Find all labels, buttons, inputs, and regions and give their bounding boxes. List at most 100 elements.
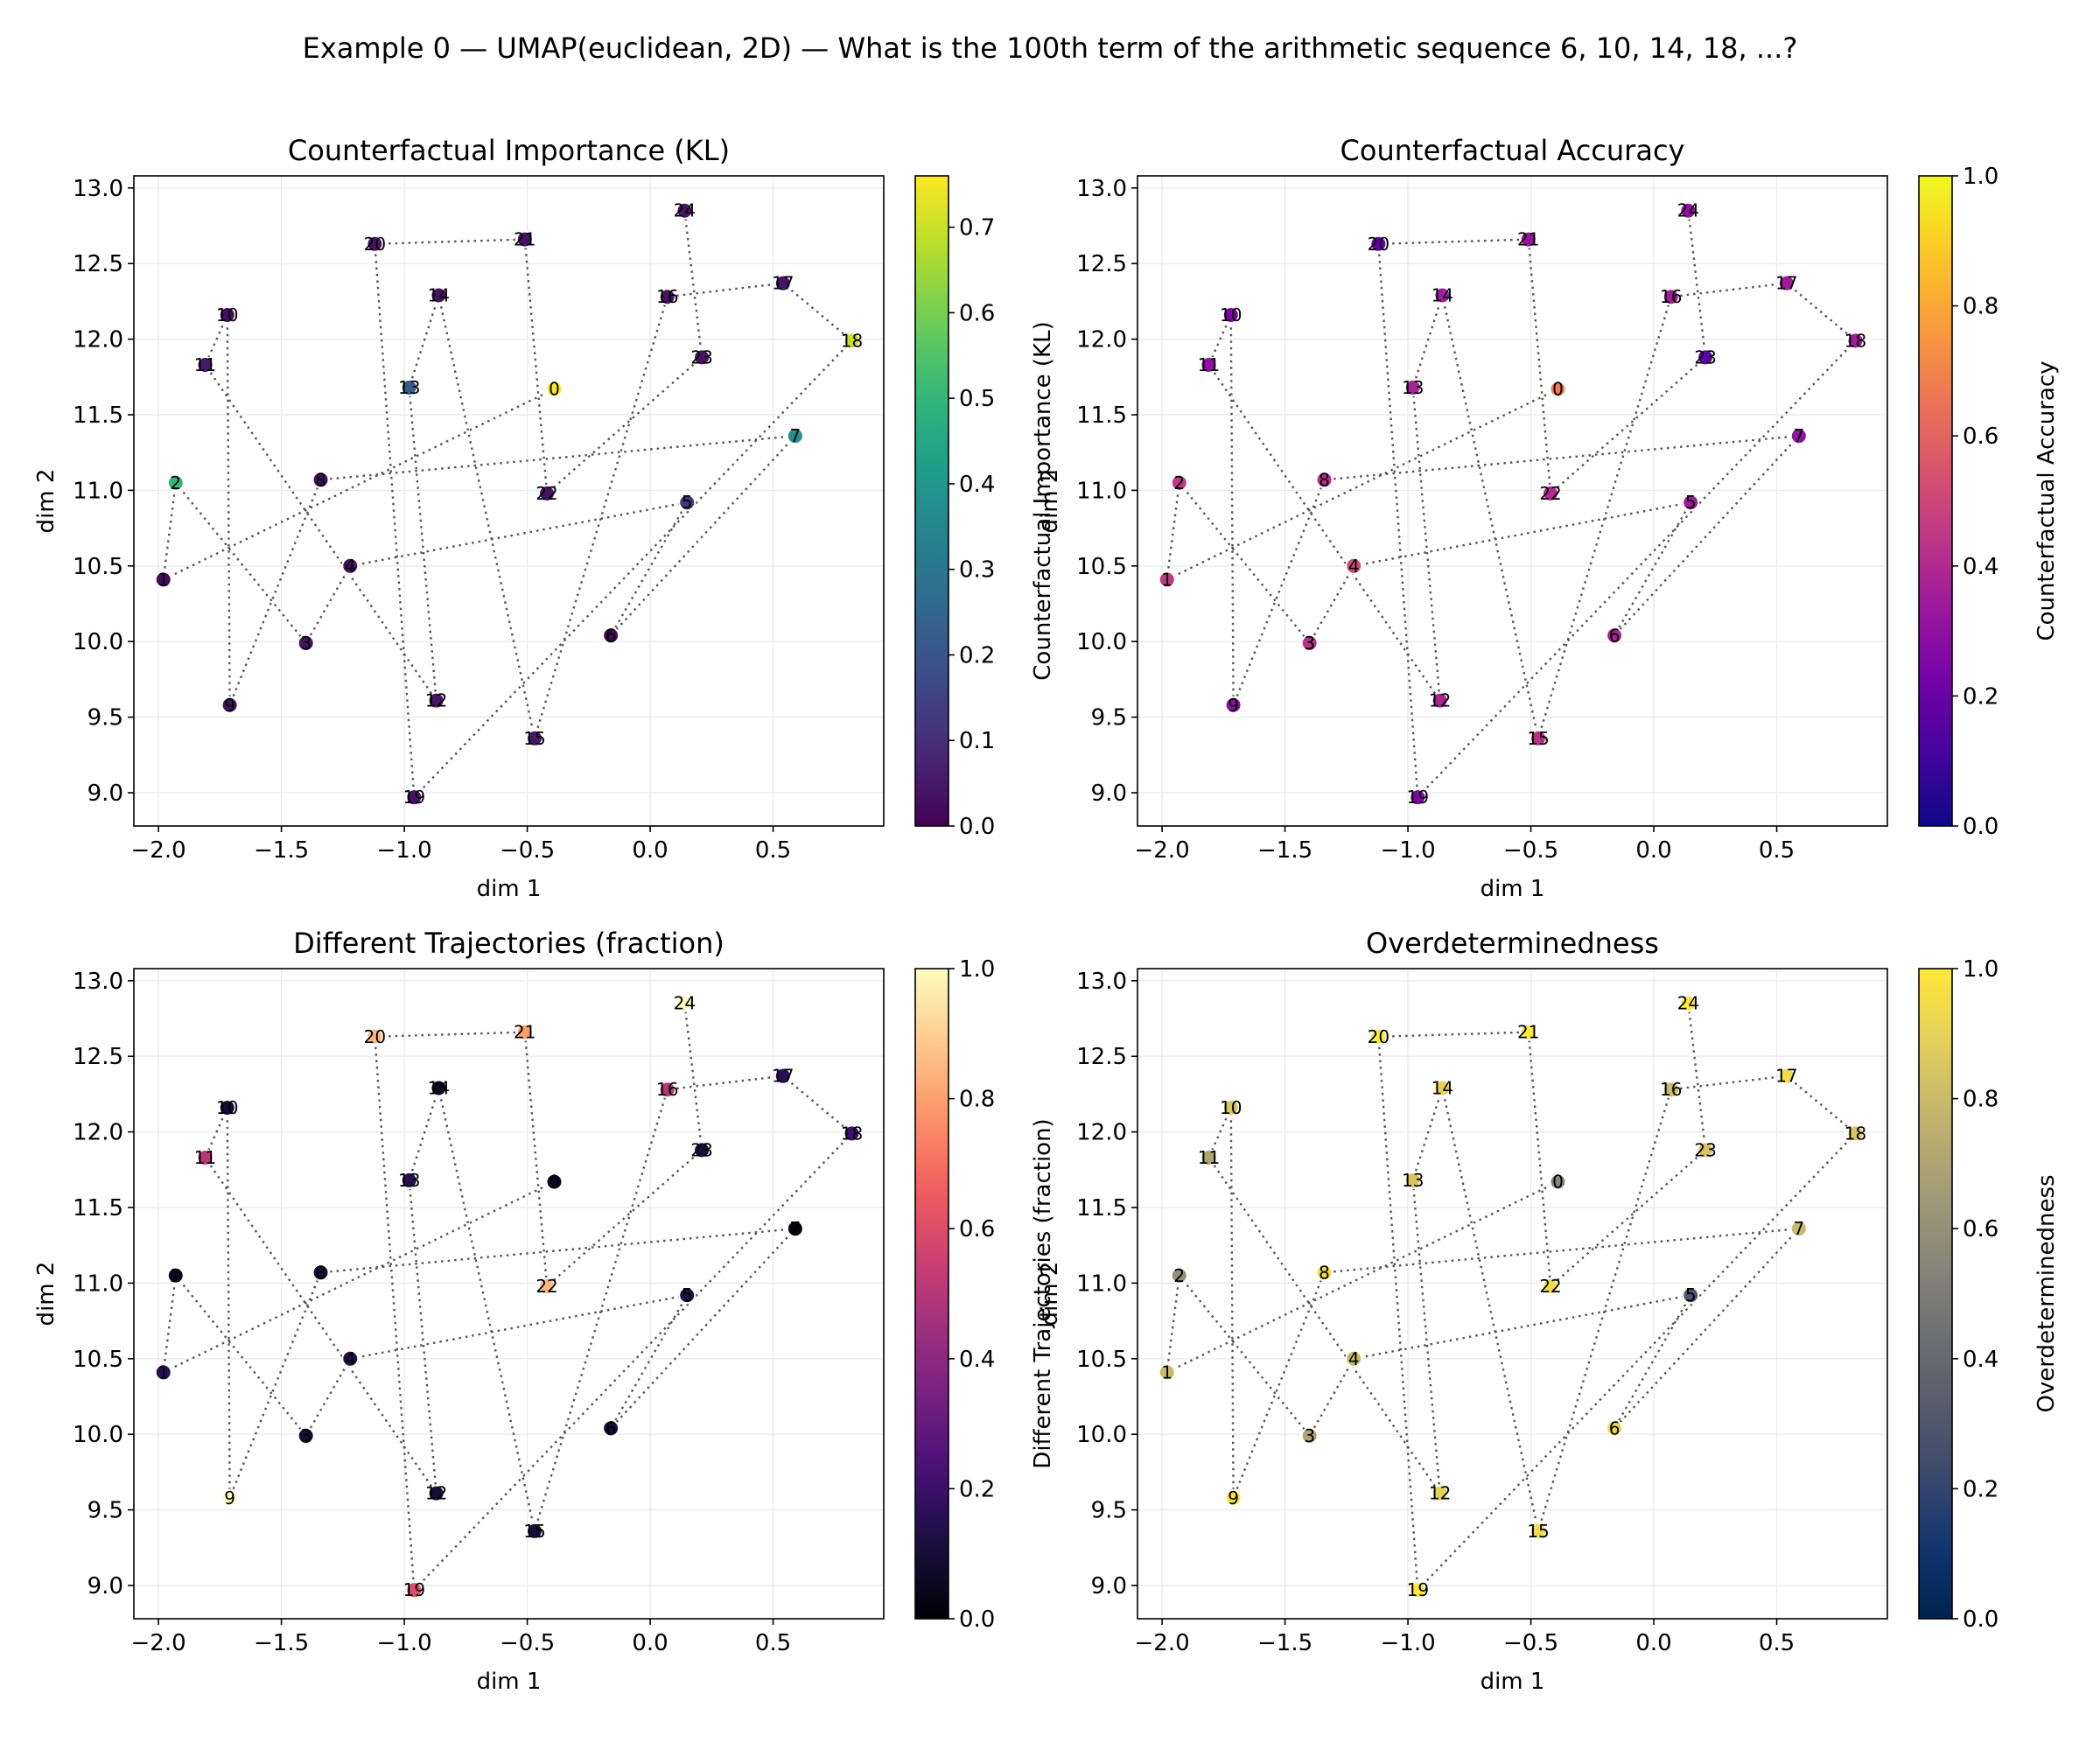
point-label-13: 13 <box>1402 1170 1424 1191</box>
point-11 <box>1200 355 1218 374</box>
x-tick-label: 0.0 <box>632 1630 668 1656</box>
colorbar-tick-label: 0.4 <box>959 1347 995 1373</box>
point-6 <box>1606 1419 1624 1438</box>
point-19 <box>405 788 424 807</box>
colorbar-tick-label: 0.6 <box>1963 1216 1998 1242</box>
colorbar-tick-label: 0.2 <box>1963 683 1998 710</box>
colorbar-tick-label: 0.3 <box>959 557 995 584</box>
point-17 <box>774 274 792 292</box>
colorbar <box>1919 176 1952 826</box>
point-20 <box>1369 234 1388 253</box>
x-tick-label: 0.5 <box>1759 837 1795 864</box>
point-21 <box>1519 230 1537 248</box>
colorbar-tick-label: 0.7 <box>959 215 995 242</box>
point-label-14: 14 <box>428 285 450 306</box>
x-tick-label: −0.5 <box>1503 1630 1558 1656</box>
point-label-3: 3 <box>1304 1425 1315 1446</box>
y-tick-label: 10.5 <box>73 1347 123 1373</box>
colorbar <box>1919 969 1952 1619</box>
point-8 <box>1315 1264 1334 1282</box>
x-tick-label: 0.5 <box>1759 1630 1795 1656</box>
point-13 <box>1404 1171 1422 1189</box>
point-label-12: 12 <box>1429 1483 1451 1504</box>
point-8 <box>312 471 330 489</box>
point-label-12: 12 <box>425 690 447 711</box>
point-9 <box>220 1488 239 1507</box>
colorbar-label: Counterfactual Accuracy <box>2034 360 2060 640</box>
x-tick-label: −2.0 <box>1135 837 1190 864</box>
point-0 <box>545 1172 564 1191</box>
point-label-6: 6 <box>1609 625 1620 646</box>
point-label-12: 12 <box>425 1483 447 1504</box>
point-label-2: 2 <box>170 472 181 494</box>
y-tick-label: 12.0 <box>73 1120 123 1146</box>
y-tick-label: 13.0 <box>1076 969 1127 995</box>
point-14 <box>1433 1079 1452 1097</box>
point-4 <box>341 556 360 575</box>
point-8 <box>312 1264 330 1282</box>
point-label-2: 2 <box>1173 1265 1185 1286</box>
point-label-6: 6 <box>606 1418 617 1438</box>
point-18 <box>843 332 861 350</box>
y-tick-label: 11.5 <box>73 402 123 429</box>
point-label-0: 0 <box>1552 1172 1564 1193</box>
point-4 <box>1345 556 1363 575</box>
point-label-10: 10 <box>216 1097 238 1118</box>
colorbar-frame <box>1918 175 1953 827</box>
point-label-11: 11 <box>194 1147 216 1168</box>
trajectory-line <box>1166 210 1858 800</box>
point-22 <box>538 484 556 502</box>
y-tick-label: 9.5 <box>1091 705 1127 732</box>
point-7 <box>1789 427 1808 445</box>
point-label-23: 23 <box>1694 346 1716 368</box>
y-tick-label: 10.5 <box>1076 1347 1127 1373</box>
colorbar <box>915 969 948 1619</box>
point-label-18: 18 <box>1844 330 1866 351</box>
point-22 <box>538 1277 556 1295</box>
y-tick-label: 9.5 <box>88 705 123 732</box>
point-label-7: 7 <box>1793 425 1804 446</box>
point-label-21: 21 <box>514 229 536 250</box>
point-13 <box>400 378 418 396</box>
point-20 <box>366 1027 384 1046</box>
y-tick-label: 12.5 <box>1076 1044 1127 1070</box>
point-label-24: 24 <box>1677 200 1699 221</box>
point-label-17: 17 <box>772 1066 794 1087</box>
point-0 <box>1549 380 1567 398</box>
point-10 <box>1222 1098 1240 1116</box>
point-label-9: 9 <box>224 695 235 716</box>
y-tick-label: 11.0 <box>1076 478 1127 504</box>
point-12 <box>427 691 445 710</box>
point-8 <box>1315 471 1334 489</box>
y-tick-label: 13.0 <box>73 969 123 995</box>
point-label-15: 15 <box>1527 728 1549 749</box>
point-label-8: 8 <box>315 469 326 490</box>
point-7 <box>1789 1220 1808 1238</box>
point-label-9: 9 <box>1228 695 1239 716</box>
point-label-22: 22 <box>1539 1276 1561 1297</box>
point-label-1: 1 <box>158 1362 169 1382</box>
point-label-0: 0 <box>549 1172 560 1193</box>
figure-title: Example 0 — UMAP(euclidean, 2D) — What i… <box>303 32 1798 65</box>
point-17 <box>1777 1067 1796 1085</box>
colorbar-tick-label: 0.0 <box>959 1606 995 1633</box>
colorbar-frame <box>914 175 949 827</box>
point-label-1: 1 <box>158 569 169 590</box>
point-16 <box>1662 1081 1680 1099</box>
x-tick-label: −2.0 <box>131 837 186 864</box>
colorbar-tick-label: 0.5 <box>959 386 995 412</box>
x-axis-label: dim 1 <box>477 876 542 902</box>
point-24 <box>676 201 694 220</box>
point-label-9: 9 <box>1228 1488 1239 1508</box>
colorbar-tick-label: 1.0 <box>1963 164 1998 190</box>
point-15 <box>1530 729 1548 747</box>
point-label-18: 18 <box>841 330 863 351</box>
point-4 <box>1345 1349 1363 1368</box>
point-label-21: 21 <box>1517 1022 1539 1043</box>
point-16 <box>658 288 676 306</box>
point-3 <box>1300 1426 1319 1445</box>
point-label-5: 5 <box>682 492 693 513</box>
point-label-4: 4 <box>1348 1348 1360 1369</box>
point-label-20: 20 <box>1368 1026 1390 1047</box>
